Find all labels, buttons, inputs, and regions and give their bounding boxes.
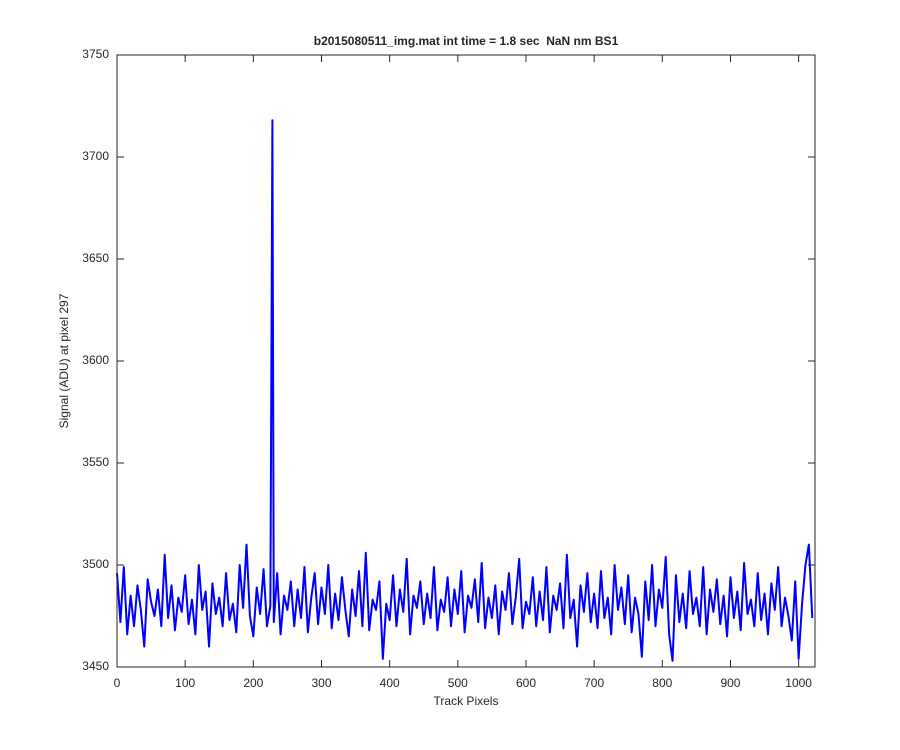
x-tick-label: 1000	[785, 676, 812, 690]
plot-frame	[116, 54, 816, 668]
y-tick-label: 3500	[82, 557, 109, 571]
y-tick-label: 3750	[82, 47, 109, 61]
x-tick-label: 900	[720, 676, 740, 690]
x-tick-label: 0	[114, 676, 121, 690]
y-tick-label: 3450	[82, 659, 109, 673]
y-axis-label: Signal (ADU) at pixel 297	[57, 293, 71, 428]
x-tick-label: 100	[175, 676, 195, 690]
x-tick-label: 700	[584, 676, 604, 690]
y-tick-label: 3650	[82, 251, 109, 265]
y-tick-label: 3700	[82, 149, 109, 163]
y-tick-label: 3600	[82, 353, 109, 367]
x-tick-label: 400	[380, 676, 400, 690]
chart-title: b2015080511_img.mat int time = 1.8 sec N…	[314, 34, 619, 48]
x-tick-label: 800	[652, 676, 672, 690]
x-tick-label: 300	[311, 676, 331, 690]
y-tick-label: 3550	[82, 455, 109, 469]
x-axis-label: Track Pixels	[434, 694, 499, 708]
x-tick-label: 500	[448, 676, 468, 690]
data-line	[116, 119, 814, 662]
x-tick-label: 600	[516, 676, 536, 690]
x-tick-label: 200	[243, 676, 263, 690]
